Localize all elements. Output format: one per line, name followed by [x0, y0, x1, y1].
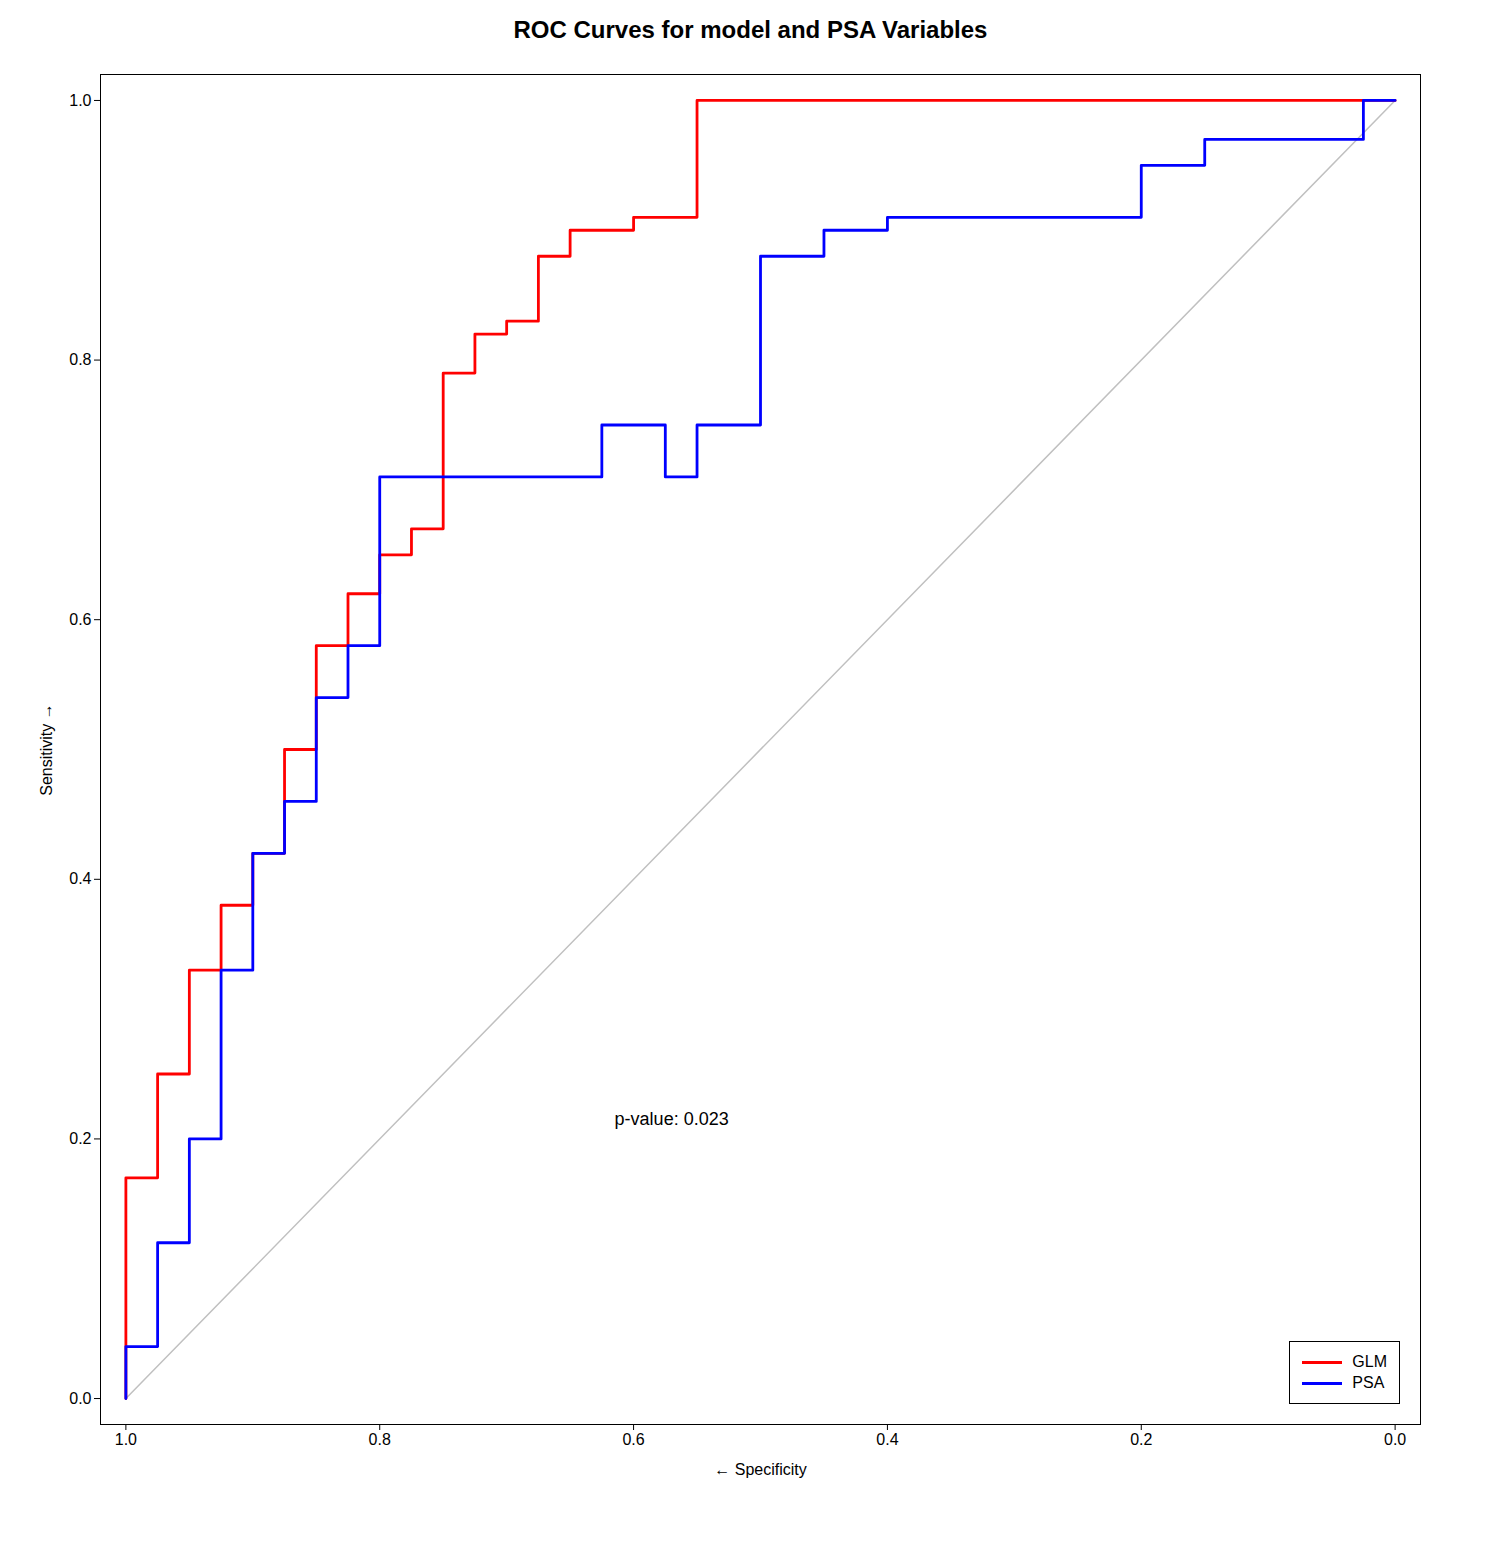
html-text:PSA: PSA [1352, 1374, 1385, 1391]
svg-text:0.8: 0.8 [69, 351, 91, 368]
svg-text:0.4: 0.4 [69, 870, 91, 887]
svg-text:0.0: 0.0 [1384, 1431, 1406, 1448]
html-text:ROC Curves for model and PSA V: ROC Curves for model and PSA Variables [513, 16, 988, 43]
svg-text:0.0: 0.0 [69, 1390, 91, 1407]
svg-text:0.6: 0.6 [69, 611, 91, 628]
svg-text:0.6: 0.6 [622, 1431, 644, 1448]
svg-text:0.8: 0.8 [369, 1431, 391, 1448]
html-text:GLM: GLM [1352, 1353, 1387, 1370]
svg-text:p-value: 0.023: p-value: 0.023 [615, 1109, 729, 1129]
svg-text:1.0: 1.0 [69, 92, 91, 109]
svg-text:0.2: 0.2 [69, 1130, 91, 1147]
svg-text:Sensitivity →: Sensitivity → [38, 703, 55, 795]
svg-text:1.0: 1.0 [115, 1431, 137, 1448]
svg-text:0.2: 0.2 [1130, 1431, 1152, 1448]
svg-text:0.4: 0.4 [876, 1431, 898, 1448]
svg-text:← Specificity: ← Specificity [714, 1461, 806, 1478]
